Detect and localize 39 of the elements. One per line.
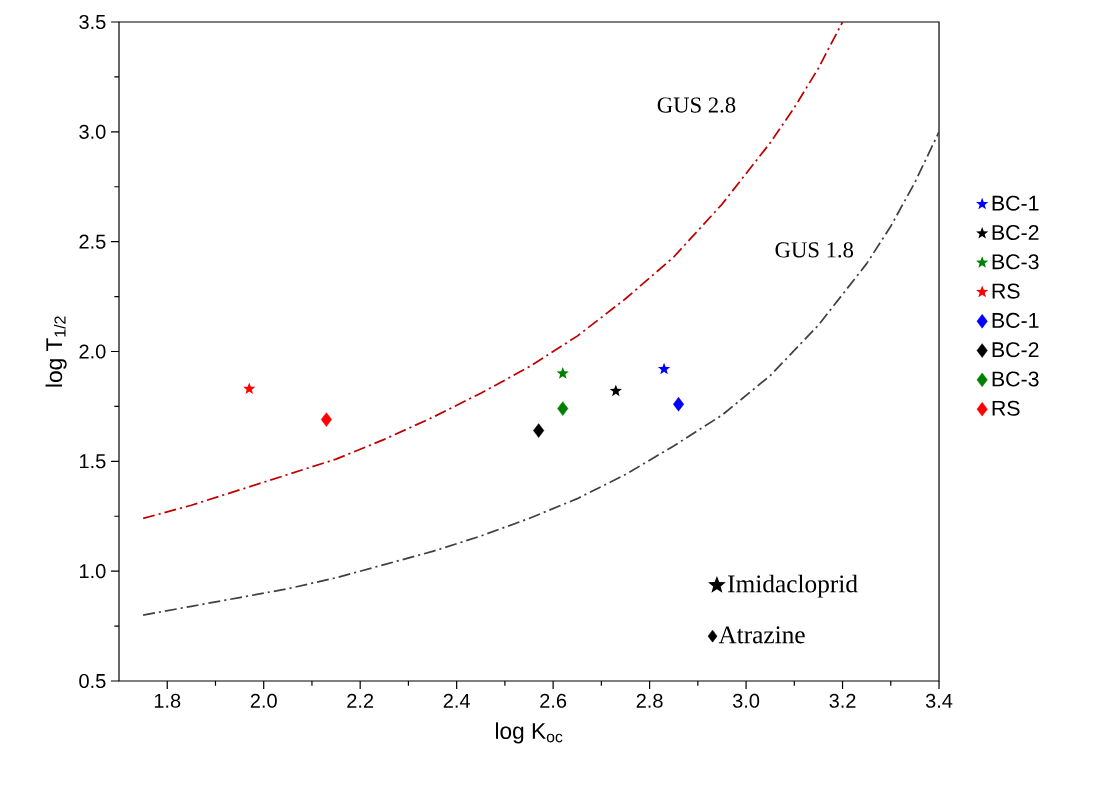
y-tick-label: 2.5 xyxy=(79,234,106,249)
legend-label: BC-1 xyxy=(992,312,1039,328)
point xyxy=(533,423,545,438)
x-axis-title: log K$_{oc}$ xyxy=(495,722,563,744)
y-tick-label: 1.0 xyxy=(80,564,106,579)
legend-label: BC-1 xyxy=(992,195,1039,211)
x-tick-label: 3.0 xyxy=(732,693,760,708)
point xyxy=(657,362,671,375)
x-tick-label: 3.2 xyxy=(829,693,856,708)
x-tick-label: 2.2 xyxy=(347,693,374,708)
y-tick-label: 3.5 xyxy=(79,14,106,30)
series-label: GUS 1.8 xyxy=(775,242,854,258)
x-tick-label: 2.6 xyxy=(540,693,567,708)
point xyxy=(243,382,256,395)
x-tick-label: 2.0 xyxy=(250,693,277,708)
y-axis-title: log T$_{1/2}$ xyxy=(45,316,67,387)
x-tick-label: 2.8 xyxy=(636,693,663,708)
x-tick-label: 1.8 xyxy=(154,693,181,708)
y-tick-label: 3.0 xyxy=(79,124,106,139)
legend-label: RS xyxy=(992,283,1020,299)
line-series xyxy=(142,130,940,616)
legend-label: BC-3 xyxy=(992,254,1039,270)
annotation: Imidacloprid xyxy=(728,574,858,598)
point xyxy=(557,401,569,416)
x-tick-label: 2.4 xyxy=(443,693,470,708)
legend-label: BC-2 xyxy=(992,224,1039,241)
text: GUS 2.8 xyxy=(657,97,736,113)
legend-label: BC-2 xyxy=(992,342,1039,358)
point xyxy=(320,412,332,427)
y-tick-label: 2.0 xyxy=(79,344,106,359)
point xyxy=(609,384,622,397)
point xyxy=(556,367,569,379)
legend-label: BC-3 xyxy=(992,371,1039,387)
annotation: Atrazine xyxy=(718,626,805,644)
x-tick-label: 3.4 xyxy=(925,693,953,708)
y-tick-label: 1.5 xyxy=(80,454,106,469)
legend-label: RS xyxy=(992,400,1020,416)
y-tick-label: 0.5 xyxy=(79,673,106,689)
point xyxy=(673,397,685,412)
